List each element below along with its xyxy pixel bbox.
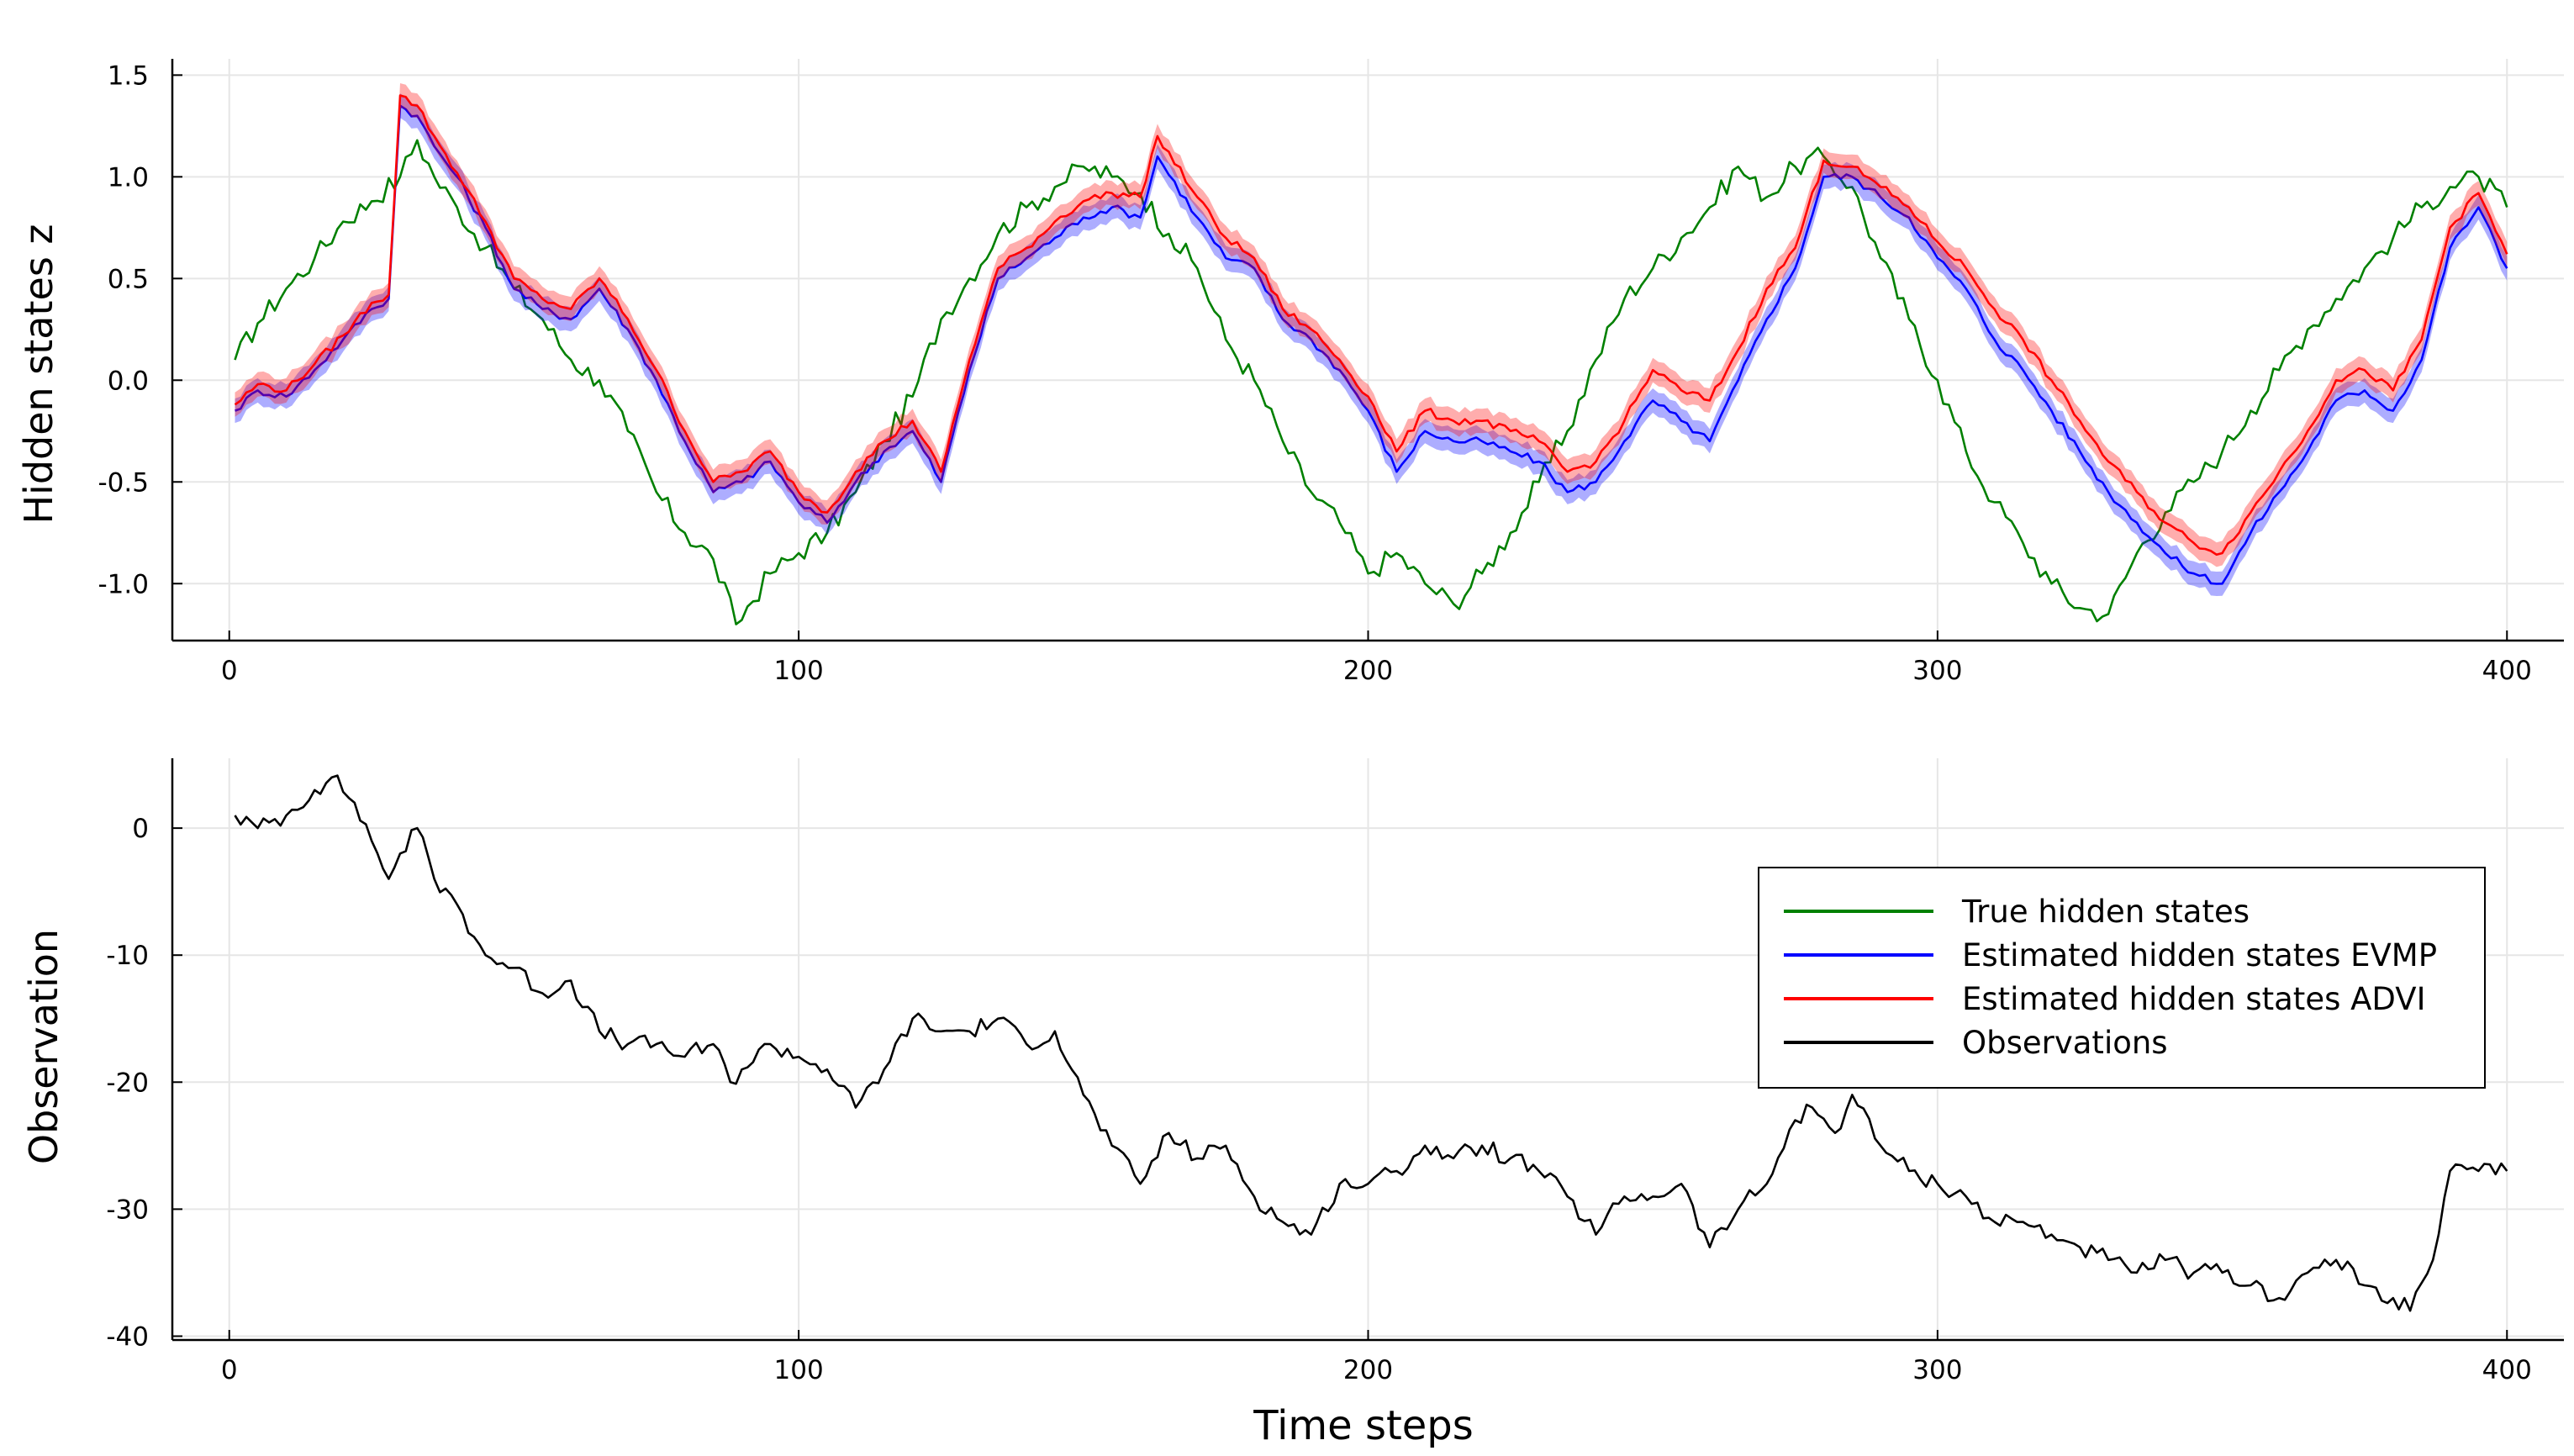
hidden-states-y-axis-label: Hidden states z — [16, 224, 61, 524]
hidden-states-y-tick-label: -1.0 — [98, 569, 150, 599]
hidden-states-x-tick-label: 400 — [2482, 656, 2532, 686]
legend: True hidden states Estimated hidden state… — [1758, 867, 2486, 1089]
hidden-states-x-tick-label: 200 — [1343, 656, 1393, 686]
observation-axes — [171, 758, 2564, 1342]
hidden-states-series — [234, 83, 2508, 625]
hidden-states-y-tick-label: 1.5 — [108, 61, 149, 91]
observation-y-tick-label: -10 — [106, 941, 149, 971]
observation-tick-labels: 0 100 200 300 400 0 -10 -20 -30 -40 — [106, 814, 2531, 1385]
hidden-states-series-1-line — [235, 104, 2508, 585]
observation-y-tick-label: -40 — [106, 1321, 149, 1352]
observation-panel: 0 100 200 300 400 0 -10 -20 -30 -40 Observation T… — [21, 758, 2564, 1449]
hidden-states-tick-labels: 0 100 200 300 400 -1.0 -0.5 0.0 0.5 1.0 1.5 — [98, 61, 2532, 686]
hidden-states-y-tick-label: -0.5 — [98, 467, 150, 498]
hidden-states-gridlines — [172, 59, 2564, 641]
hidden-states-y-tick-label: 1.0 — [108, 162, 149, 193]
hidden-states-x-tick-label: 100 — [774, 656, 824, 686]
hidden-states-panel: 0 100 200 300 400 -1.0 -0.5 0.0 0.5 1.0 1.5 Hidden… — [16, 59, 2564, 686]
hidden-states-series-2-line — [234, 94, 2508, 557]
legend-entry-label: Estimated hidden states ADVI — [1962, 981, 2426, 1017]
legend-entry-label: Estimated hidden states EVMP — [1962, 937, 2437, 973]
legend-entry-label: Observations — [1962, 1025, 2168, 1061]
hidden-states-y-tick-label: 0.5 — [108, 264, 149, 294]
observation-x-tick-label: 300 — [1912, 1355, 1962, 1385]
observation-x-tick-label: 200 — [1343, 1355, 1393, 1385]
observation-x-tick-label: 400 — [2482, 1355, 2532, 1385]
observation-y-tick-label: -20 — [106, 1068, 149, 1098]
observation-y-tick-label: -30 — [106, 1195, 149, 1225]
hidden-states-series-0-line — [234, 139, 2508, 625]
observation-y-axis-label: Observation — [21, 929, 66, 1164]
legend-entry-label: True hidden states — [1961, 894, 2250, 930]
hidden-states-x-tick-label: 0 — [221, 656, 238, 686]
observation-series — [234, 774, 2508, 1312]
observation-x-tick-label: 0 — [221, 1355, 238, 1385]
hidden-states-y-tick-label: 0.0 — [108, 366, 149, 396]
x-axis-label: Time steps — [1253, 1402, 1474, 1449]
hidden-states-axes — [171, 59, 2564, 642]
observation-y-tick-label: 0 — [132, 814, 149, 844]
legend-box — [1758, 867, 2486, 1089]
hidden-states-x-tick-label: 300 — [1912, 656, 1962, 686]
observation-x-tick-label: 100 — [774, 1355, 824, 1385]
observation-series-0-line — [234, 774, 2508, 1312]
